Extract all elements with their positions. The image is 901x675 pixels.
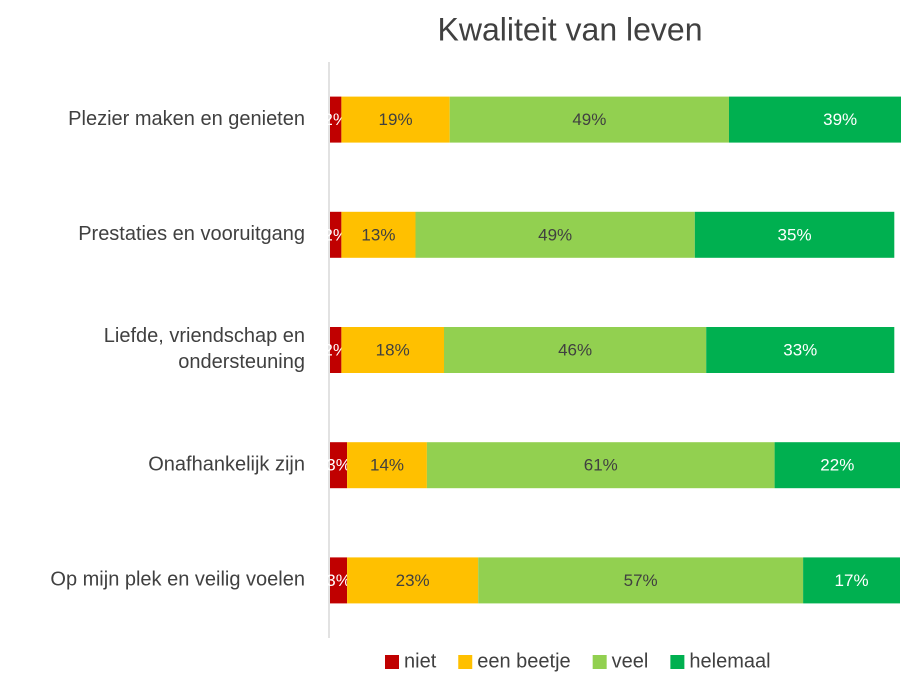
bar-segment — [347, 442, 427, 489]
bar-segment — [449, 96, 729, 143]
chart-title: Kwaliteit van leven — [437, 11, 702, 47]
bar-segment — [330, 557, 348, 604]
category-label: Prestaties en vooruitgang — [78, 223, 305, 245]
value-label: 35% — [778, 225, 812, 244]
value-label: 23% — [396, 571, 430, 590]
bar-segment — [426, 442, 775, 489]
bar-segment — [330, 327, 342, 373]
category-line: ondersteuning — [178, 351, 305, 373]
bar-segment — [330, 96, 342, 143]
legend-swatch — [385, 655, 399, 669]
value-label: 3% — [326, 571, 351, 590]
bar-segment — [478, 557, 804, 604]
value-label: 39% — [823, 110, 857, 129]
value-label: 49% — [538, 225, 572, 244]
category-label: Op mijn plek en veilig voelen — [50, 569, 305, 591]
category-label: Onafhankelijk zijn — [148, 453, 305, 475]
bar-segment — [444, 327, 707, 373]
legend-label: niet — [404, 650, 437, 672]
legend-swatch — [670, 655, 685, 669]
value-label: 18% — [376, 340, 410, 359]
legend-label: helemaal — [689, 650, 770, 672]
bar-segment — [347, 557, 479, 604]
value-label: 3% — [326, 456, 351, 475]
bar-segment — [341, 211, 416, 258]
value-label: 33% — [783, 340, 817, 359]
value-label: 57% — [624, 571, 658, 590]
value-label: 17% — [835, 571, 869, 590]
category-label: Plezier maken en genieten — [68, 108, 305, 130]
category-line: Liefde, vriendschap en — [104, 325, 305, 347]
legend-label: veel — [612, 650, 649, 672]
bar-segment — [729, 96, 901, 143]
bar-segment — [341, 327, 444, 373]
value-label: 19% — [379, 110, 413, 129]
bar-segment — [774, 442, 900, 489]
value-label: 13% — [361, 225, 395, 244]
category-label: Liefde, vriendschap en ondersteuning — [104, 325, 305, 373]
value-label: 22% — [820, 456, 854, 475]
bar-segment — [706, 327, 895, 373]
bar-segment — [330, 211, 342, 258]
bar-segment — [694, 211, 895, 258]
value-label: 14% — [370, 456, 404, 475]
bar-segment — [803, 557, 900, 604]
value-label: 49% — [572, 110, 606, 129]
value-label: 46% — [558, 340, 592, 359]
legend-label: een beetje — [477, 650, 570, 672]
value-label: 61% — [584, 456, 618, 475]
bar-segment — [415, 211, 695, 258]
bar-segment — [330, 442, 348, 489]
legend-swatch — [592, 655, 607, 669]
legend-swatch — [458, 655, 473, 669]
bar-segment — [341, 96, 450, 143]
